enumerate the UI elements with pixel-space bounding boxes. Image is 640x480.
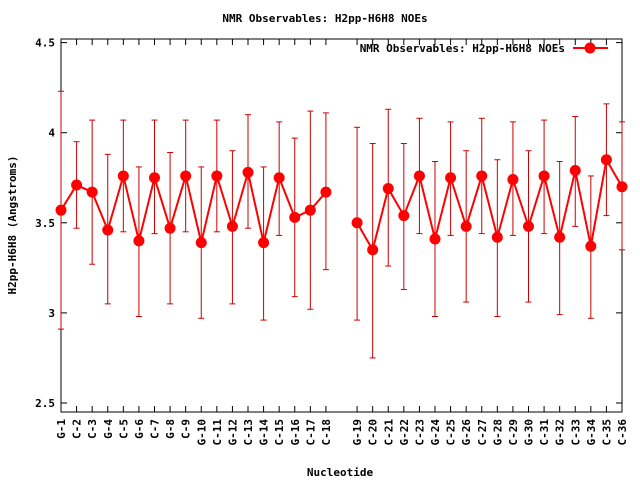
data-point bbox=[507, 174, 519, 186]
x-tick-label: C-13 bbox=[242, 419, 255, 446]
data-point bbox=[569, 165, 581, 177]
x-tick-label: G-32 bbox=[554, 419, 567, 446]
y-tick-label: 2.5 bbox=[35, 397, 55, 410]
data-point bbox=[226, 220, 238, 232]
data-point bbox=[320, 186, 332, 198]
data-point bbox=[180, 170, 192, 182]
data-point bbox=[413, 170, 425, 182]
x-tick-label: G-1 bbox=[55, 419, 68, 439]
x-tick-label: G-12 bbox=[226, 419, 239, 446]
x-tick-label: G-24 bbox=[429, 419, 442, 446]
x-tick-label: G-10 bbox=[195, 419, 208, 446]
data-point bbox=[117, 170, 129, 182]
data-point bbox=[538, 170, 550, 182]
x-axis: G-1 C-2 C-3 G-4 C-5 G-6 C-7 G-8 C-9 G-10 C-11 G-12 C… bbox=[55, 39, 629, 446]
x-tick-label: C-9 bbox=[180, 419, 193, 439]
chart-title: NMR Observables: H2pp-H6H8 NOEs bbox=[222, 12, 427, 25]
y-tick-label: 3 bbox=[48, 307, 55, 320]
legend-label: NMR Observables: H2pp-H6H8 NOEs bbox=[360, 42, 565, 55]
data-point bbox=[304, 204, 316, 216]
data-point bbox=[367, 244, 379, 256]
data-point bbox=[445, 172, 457, 184]
x-tick-label: C-33 bbox=[569, 419, 582, 446]
x-tick-label: C-36 bbox=[616, 419, 629, 446]
data-point bbox=[133, 235, 145, 247]
x-tick-label: G-16 bbox=[289, 419, 302, 446]
x-tick-label: C-3 bbox=[86, 419, 99, 439]
x-tick-label: G-8 bbox=[164, 419, 177, 439]
data-point bbox=[476, 170, 488, 182]
data-point bbox=[460, 220, 472, 232]
legend-marker bbox=[584, 42, 596, 54]
x-tick-label: G-22 bbox=[398, 419, 411, 446]
data-point bbox=[616, 181, 628, 193]
data-point bbox=[429, 233, 441, 245]
x-tick-label: G-4 bbox=[102, 419, 115, 439]
data-point bbox=[491, 231, 503, 243]
data-point bbox=[600, 154, 612, 166]
x-tick-label: C-23 bbox=[413, 419, 426, 446]
x-tick-label: C-29 bbox=[507, 419, 520, 446]
x-tick-label: G-34 bbox=[585, 419, 598, 446]
x-tick-label: G-14 bbox=[258, 419, 271, 446]
data-point bbox=[382, 183, 394, 195]
data-point bbox=[523, 220, 534, 232]
data-points bbox=[55, 154, 628, 256]
data-point bbox=[55, 204, 67, 216]
data-point bbox=[289, 211, 301, 223]
x-tick-label: C-7 bbox=[149, 419, 162, 439]
data-point bbox=[258, 237, 270, 249]
x-tick-label: G-28 bbox=[491, 419, 504, 446]
x-tick-label: C-25 bbox=[445, 419, 458, 446]
x-tick-label: C-11 bbox=[211, 419, 224, 446]
y-tick-label: 3.5 bbox=[35, 217, 55, 230]
data-point bbox=[195, 237, 207, 249]
x-tick-label: G-19 bbox=[351, 419, 364, 446]
data-point bbox=[554, 231, 566, 243]
y-axis: 2.5 3 3.5 4 4.5 bbox=[35, 37, 622, 410]
data-point bbox=[242, 166, 254, 178]
series-line bbox=[60, 172, 327, 243]
series-line bbox=[356, 156, 623, 253]
y-tick-label: 4.5 bbox=[35, 37, 55, 50]
x-tick-label: G-30 bbox=[523, 419, 536, 446]
data-point bbox=[398, 210, 410, 222]
y-tick-label: 4 bbox=[48, 127, 55, 140]
x-tick-label: C-5 bbox=[117, 419, 130, 439]
x-tick-label: C-17 bbox=[304, 419, 317, 446]
x-tick-label: C-31 bbox=[538, 419, 551, 446]
data-point bbox=[149, 172, 160, 184]
y-axis-label: H2pp-H6H8 (Angstroms) bbox=[6, 155, 19, 294]
plot-frame bbox=[60, 38, 623, 413]
data-point bbox=[71, 179, 83, 191]
data-point bbox=[86, 186, 98, 198]
data-point bbox=[164, 222, 176, 234]
data-point bbox=[351, 217, 363, 229]
x-tick-label: G-6 bbox=[133, 419, 146, 439]
x-tick-label: C-18 bbox=[320, 419, 333, 446]
data-point bbox=[211, 170, 223, 182]
x-tick-label: C-20 bbox=[367, 419, 380, 446]
x-tick-label: C-15 bbox=[273, 419, 286, 446]
data-point bbox=[273, 172, 285, 184]
series-lines bbox=[60, 156, 623, 253]
data-point bbox=[102, 224, 114, 236]
legend: NMR Observables: H2pp-H6H8 NOEs bbox=[360, 42, 608, 55]
x-tick-label: C-21 bbox=[382, 419, 395, 446]
data-point bbox=[585, 240, 597, 252]
x-axis-label: Nucleotide bbox=[307, 466, 374, 479]
x-tick-label: C-35 bbox=[600, 419, 613, 446]
x-tick-label: C-27 bbox=[476, 419, 489, 446]
x-tick-label: C-2 bbox=[71, 419, 84, 439]
x-tick-label: G-26 bbox=[460, 419, 473, 446]
